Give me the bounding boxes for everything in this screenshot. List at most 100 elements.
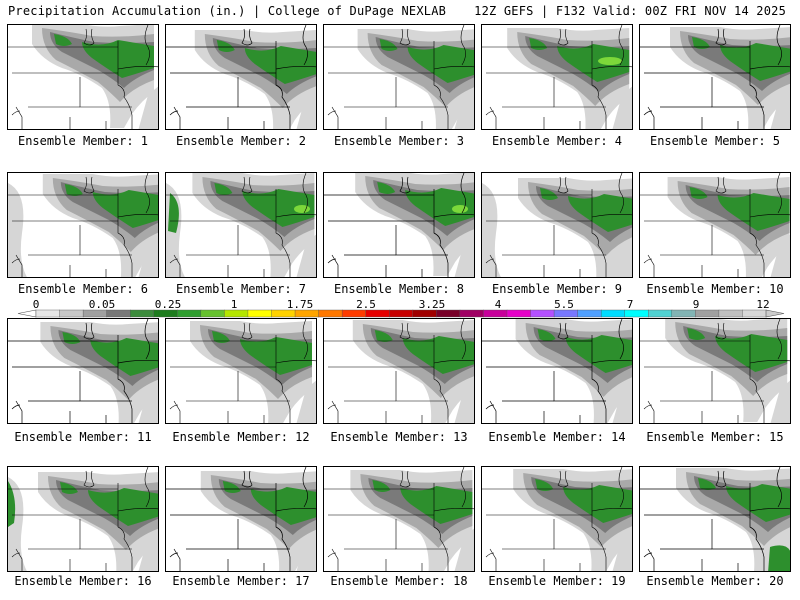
ensemble-member-label: Ensemble Member: 6 (17, 282, 149, 296)
precip-green (222, 481, 316, 525)
state-borders (8, 25, 158, 129)
colorbar-swatch (412, 309, 437, 318)
precip-green (8, 481, 158, 527)
colorbar-swatch (129, 309, 155, 318)
colorbar-swatch (695, 309, 720, 318)
colorbar-swatch (35, 309, 61, 318)
colorbar-swatch (294, 309, 320, 318)
ensemble-member-label: Ensemble Member: 19 (488, 574, 626, 588)
colorbar-swatch (648, 309, 673, 318)
state-borders (166, 25, 316, 129)
state-borders (640, 467, 790, 571)
colorbar-swatch (671, 309, 696, 318)
colorbar-tick-label: 0.25 (154, 298, 182, 311)
colorbar-swatch (82, 309, 108, 318)
state-borders (166, 319, 316, 423)
ensemble-panel-16 (7, 466, 159, 572)
precip-bright-green (598, 57, 622, 65)
state-borders (8, 467, 158, 571)
ensemble-member-label: Ensemble Member: 17 (172, 574, 310, 588)
colorbar-swatch (600, 309, 626, 318)
precip-green (168, 183, 315, 233)
colorbar-swatch (742, 309, 767, 318)
ensemble-member-label: Ensemble Member: 9 (491, 282, 623, 296)
colorbar-swatch (577, 309, 602, 318)
colorbar-tick-label: 2.5 (356, 298, 376, 311)
precip-green (374, 330, 474, 374)
state-borders (324, 173, 474, 277)
colorbar-tick-label: 1.75 (286, 298, 314, 311)
colorbar-swatch (341, 309, 367, 318)
colorbar-tick-label: 12 (756, 298, 770, 311)
colorbar-arrow-right (765, 309, 785, 318)
precip-green (379, 39, 474, 83)
state-borders (640, 319, 790, 423)
precip-green (692, 37, 790, 81)
ensemble-panel-7 (165, 172, 317, 278)
colorbar-swatch (459, 309, 484, 318)
ensemble-panel-13 (323, 318, 475, 424)
header-title: Precipitation Accumulation (in.) | Colle… (8, 4, 447, 18)
colorbar-swatch (483, 309, 508, 318)
state-borders (640, 25, 790, 129)
ensemble-panel-4 (481, 24, 633, 130)
state-borders (482, 467, 632, 571)
ensemble-panel-6 (7, 172, 159, 278)
state-borders (324, 467, 474, 571)
precip-green (540, 188, 632, 232)
precip-green (535, 479, 632, 523)
colorbar-swatch (59, 309, 84, 318)
ensemble-member-label: Ensemble Member: 11 (14, 430, 152, 444)
colorbar-tick-label: 1 (230, 298, 238, 311)
precip-green (64, 184, 158, 228)
ensemble-panel-14 (481, 318, 633, 424)
state-borders (8, 319, 158, 423)
colorbar-swatch (718, 309, 743, 318)
ensemble-panel-15 (639, 318, 791, 424)
ensemble-member-label: Ensemble Member: 16 (14, 574, 152, 588)
precip-colorbar (17, 309, 785, 318)
ensemble-member-label: Ensemble Member: 13 (330, 430, 468, 444)
ensemble-panel-1 (7, 24, 159, 130)
state-borders (166, 173, 316, 277)
precip-green (537, 329, 632, 373)
ensemble-panel-10 (639, 172, 791, 278)
ensemble-panel-20 (639, 466, 791, 572)
state-borders (324, 319, 474, 423)
ensemble-panel-2 (165, 24, 317, 130)
ensemble-member-label: Ensemble Member: 18 (330, 574, 468, 588)
ensemble-panel-12 (165, 318, 317, 424)
colorbar-swatch (553, 309, 579, 318)
colorbar-swatch (200, 309, 225, 318)
colorbar-swatch (389, 309, 414, 318)
ensemble-member-label: Ensemble Member: 5 (649, 134, 781, 148)
ensemble-member-label: Ensemble Member: 8 (333, 282, 465, 296)
ensemble-member-label: Ensemble Member: 3 (333, 134, 465, 148)
colorbar-swatch (365, 309, 390, 318)
state-borders (640, 173, 790, 277)
colorbar-tick-label: 4 (494, 298, 502, 311)
ensemble-member-label: Ensemble Member: 7 (175, 282, 307, 296)
ensemble-panel-19 (481, 466, 633, 572)
colorbar-tick-label: 7 (626, 298, 634, 311)
ensemble-panel-17 (165, 466, 317, 572)
ensemble-member-label: Ensemble Member: 20 (646, 574, 784, 588)
colorbar-swatch (106, 309, 131, 318)
ensemble-member-label: Ensemble Member: 14 (488, 430, 626, 444)
state-borders (8, 173, 158, 277)
precip-green (216, 40, 316, 84)
colorbar-tick-label: 3.25 (418, 298, 446, 311)
state-borders (482, 319, 632, 423)
precip-green (687, 328, 788, 372)
ensemble-panel-11 (7, 318, 159, 424)
state-borders (482, 25, 632, 129)
ensemble-panel-5 (639, 24, 791, 130)
state-borders (166, 467, 316, 571)
colorbar-arrow-left (17, 309, 37, 318)
colorbar-tick-label: 9 (692, 298, 700, 311)
ensemble-member-label: Ensemble Member: 1 (17, 134, 149, 148)
colorbar-tick-label: 0 (32, 298, 40, 311)
precip-green (377, 182, 474, 226)
ensemble-panel-3 (323, 24, 475, 130)
ensemble-member-label: Ensemble Member: 15 (646, 430, 784, 444)
